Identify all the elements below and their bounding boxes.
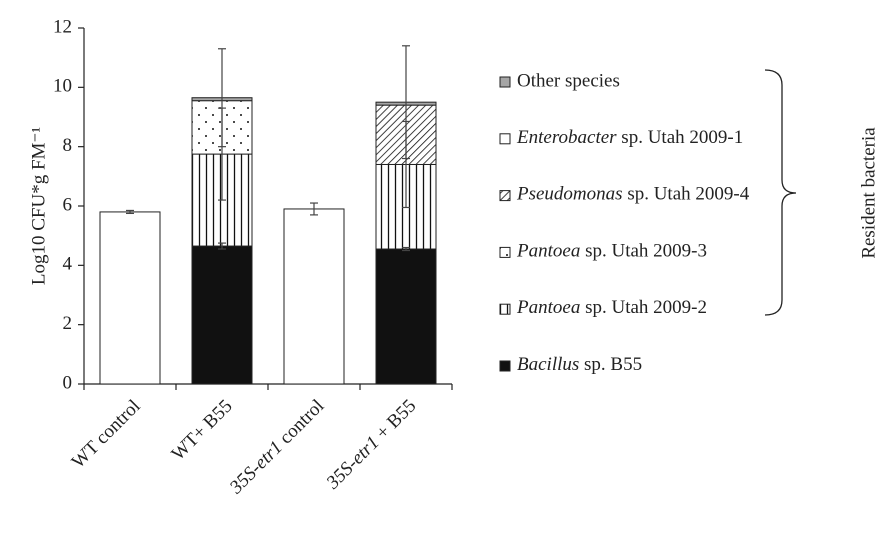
bar-segment <box>283 208 345 385</box>
bar-segment <box>191 245 253 385</box>
y-tick-label: 2 <box>63 313 73 334</box>
y-axis-label: Log10 CFU*g FM⁻¹ <box>28 127 49 286</box>
legend-label: Other species <box>517 70 620 91</box>
y-tick-label: 8 <box>63 135 73 156</box>
bar-segment <box>375 248 437 385</box>
error-bar <box>126 209 134 215</box>
legend-swatch <box>499 303 511 315</box>
error-bar <box>402 246 410 252</box>
bar-segment <box>99 211 161 385</box>
x-tick-label: WT control <box>68 396 145 473</box>
brace <box>764 69 797 316</box>
legend-label: Pantoea sp. Utah 2009-3 <box>516 241 707 262</box>
legend-swatch <box>499 190 511 202</box>
error-bar <box>218 242 226 250</box>
annotation: Resident bacteria <box>858 127 879 259</box>
x-tick-label: 35S-etr1 control <box>225 396 328 499</box>
y-tick-label: 4 <box>63 254 73 275</box>
legend-swatch <box>499 133 511 145</box>
legend-label: Bacillus sp. B55 <box>517 354 642 375</box>
legend-swatch <box>499 76 511 88</box>
legend-swatch <box>499 246 511 258</box>
y-tick-label: 6 <box>63 194 73 215</box>
y-tick-label: 12 <box>53 16 72 37</box>
legend-label: Enterobacter sp. Utah 2009-1 <box>516 127 743 148</box>
x-tick-label: WT+ B55 <box>168 396 237 465</box>
error-bar <box>310 202 318 216</box>
y-tick-label: 0 <box>63 372 73 393</box>
legend-label: Pantoea sp. Utah 2009-2 <box>516 298 707 319</box>
error-bar <box>402 45 410 160</box>
legend-swatch <box>499 360 511 372</box>
legend-label: Pseudomonas sp. Utah 2009-4 <box>516 184 750 205</box>
y-tick-label: 10 <box>53 76 72 97</box>
error-bar <box>218 48 226 148</box>
x-tick-label: 35S-etr1 + B55 <box>322 396 421 495</box>
